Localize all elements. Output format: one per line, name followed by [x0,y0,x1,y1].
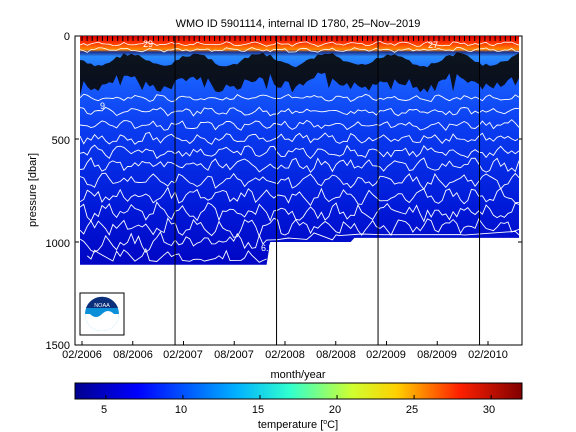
colorbar-tick-label: 20 [329,404,341,416]
isotherm-line [79,186,520,207]
x-tick-label: 02/2010 [468,349,508,361]
colorbar-tick-label: 30 [483,404,495,416]
colorbar: 5 10 15 20 25 30 temperature [oC] [74,382,523,431]
contour-label: 27 [428,40,438,50]
x-tick-label: 08/2008 [316,349,356,361]
y-axis-label: pressure [dbar] [27,153,39,227]
isotherm-line [79,119,520,132]
thermocline-band [80,52,519,96]
isotherm-line [79,172,520,191]
y-tick-label: 500 [52,135,70,147]
colorbar-tick-label: 25 [406,404,418,416]
isotherm-line [79,47,520,53]
isotherm-contours [79,40,520,263]
isotherm-line [79,230,520,253]
isotherm-line [79,40,520,47]
x-tick-label: 02/2006 [62,349,102,361]
isotherm-line [79,106,520,117]
isotherm-line [79,157,520,173]
isotherm-line [79,201,520,223]
colorbar-ticks [105,395,492,399]
y-axis: 0 500 1000 1500 pressure [dbar] [27,31,70,352]
colorbar-tick-label: 10 [175,404,187,416]
contour-label: 6.5 [261,243,274,253]
x-tick-label: 08/2007 [214,349,254,361]
x-axis: 02/2006 08/2006 02/2007 08/2007 02/2008 … [62,349,508,381]
noaa-logo-text: NOAA [94,303,110,309]
x-tick-label: 02/2009 [366,349,406,361]
colorbar-gradient [74,382,523,400]
plot-area: 29 27 9 6.5 6 NOAA [74,35,523,346]
contour-label: 9 [100,101,105,111]
isotherm-line [79,93,520,103]
y-tick-label: 1000 [46,238,70,250]
isotherm-line [87,247,267,263]
isotherm-line [79,131,520,145]
x-tick-label: 08/2009 [417,349,457,361]
x-tick-label: 02/2008 [265,349,305,361]
year-boundary-lines [174,36,481,345]
axis-ticks [75,35,522,346]
colorbar-label: temperature [oC] [258,419,338,431]
x-tick-label: 08/2006 [113,349,153,361]
contour-label: 6 [484,273,489,283]
y-tick-label: 1500 [46,340,70,352]
isotherm-line [79,217,520,238]
isotherm-line [79,144,520,160]
noaa-logo: NOAA [79,292,125,336]
colorbar-tick-label: 15 [252,404,264,416]
chart-title: WMO ID 5901114, internal ID 1780, 25–Nov… [176,18,421,30]
x-axis-label: month/year [270,369,325,381]
colorbar-tick-label: 5 [101,404,107,416]
x-tick-label: 02/2007 [163,349,203,361]
y-tick-label: 0 [64,31,70,43]
contour-label: 29 [143,39,153,49]
